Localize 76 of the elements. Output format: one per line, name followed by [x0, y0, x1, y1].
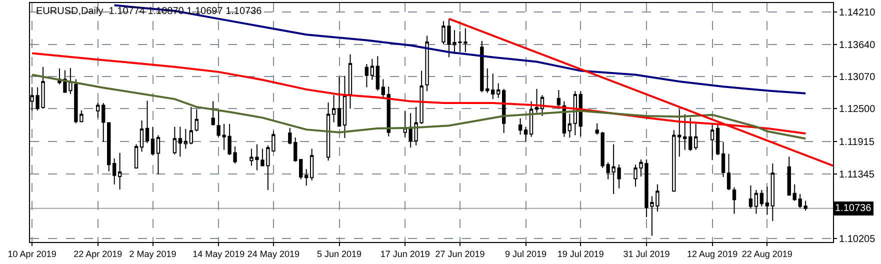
candlestick — [211, 100, 215, 126]
candlestick — [760, 190, 764, 207]
x-tick-label: 22 Aug 2019 — [742, 248, 792, 259]
x-tick-label: 12 Aug 2019 — [687, 248, 738, 259]
candlestick — [194, 108, 198, 132]
candlestick — [184, 128, 188, 150]
candlestick — [326, 102, 330, 162]
candlestick — [716, 123, 720, 156]
candlestick — [534, 88, 539, 114]
candlestick — [96, 102, 100, 118]
x-tick-label: 5 Jun 2019 — [316, 248, 362, 259]
candlestick — [140, 120, 144, 152]
x-tick-label: 31 Jul 2019 — [623, 248, 670, 259]
candlestick — [178, 126, 182, 158]
x-tick-label: 24 May 2019 — [247, 248, 300, 259]
candlestick — [710, 123, 714, 161]
candlestick — [189, 106, 193, 145]
candlestick — [688, 117, 692, 152]
candlestick — [107, 122, 111, 172]
candlestick — [172, 126, 177, 155]
candlestick — [376, 56, 380, 92]
candlestick — [529, 100, 534, 138]
y-tick-label: 1.11915 — [839, 137, 875, 148]
candlestick — [134, 144, 138, 170]
candlestick — [556, 90, 561, 110]
line-series — [31, 74, 807, 140]
x-tick-label: 27 Jun 2019 — [435, 248, 485, 259]
y-tick-label: 1.13640 — [839, 40, 876, 51]
candlestick — [726, 153, 731, 191]
candlestick — [496, 82, 500, 98]
candlestick — [150, 126, 155, 156]
candlestick — [304, 168, 308, 186]
candlestick — [288, 127, 292, 145]
candlestick — [694, 123, 698, 150]
candlestick — [381, 78, 385, 99]
x-tick-label: 9 Jul 2019 — [505, 248, 547, 259]
candlestick — [524, 126, 528, 142]
candlestick — [348, 54, 352, 110]
candlestick — [332, 94, 336, 123]
x-tick-label: 17 Jun 2019 — [380, 248, 430, 259]
candlestick — [770, 162, 774, 222]
candlestick — [683, 114, 687, 150]
x-tick-label: 14 May 2019 — [192, 248, 245, 259]
candlestick — [294, 136, 298, 162]
candlestick — [425, 35, 429, 92]
candlestick — [370, 58, 374, 80]
candlestick — [595, 122, 599, 136]
candlestick — [754, 190, 758, 214]
y-tick-label: 1.13070 — [839, 72, 876, 83]
candlestick — [112, 158, 116, 185]
candlestick — [342, 75, 347, 139]
candlestick — [568, 113, 572, 138]
x-tick-label: 19 Jul 2019 — [557, 248, 604, 259]
x-tick-label: 22 Apr 2019 — [74, 248, 122, 259]
x-tick-label: 10 Apr 2019 — [8, 248, 56, 259]
candlestick — [337, 76, 342, 128]
candlestick — [732, 186, 736, 214]
candlestick — [310, 148, 314, 181]
candlestick — [748, 185, 753, 210]
y-tick-label: 1.14210 — [839, 8, 876, 19]
candlestick — [118, 152, 122, 190]
candlestick — [765, 186, 770, 216]
y-tick-label: 1.11345 — [839, 169, 875, 180]
candlestick — [299, 158, 303, 180]
ref-line-label: 1.10736 — [835, 203, 872, 214]
y-tick-label: 1.10205 — [839, 234, 876, 245]
candlestick — [156, 134, 160, 175]
candlestick — [145, 100, 150, 144]
candlestick — [518, 118, 522, 136]
y-tick-label: 1.12500 — [839, 104, 876, 116]
candlestick — [721, 141, 726, 178]
candlestick — [364, 64, 369, 88]
candlestick — [491, 73, 495, 100]
candlestick — [787, 156, 791, 196]
x-tick-label: 2 May 2019 — [129, 248, 176, 259]
candlestick — [102, 102, 106, 142]
